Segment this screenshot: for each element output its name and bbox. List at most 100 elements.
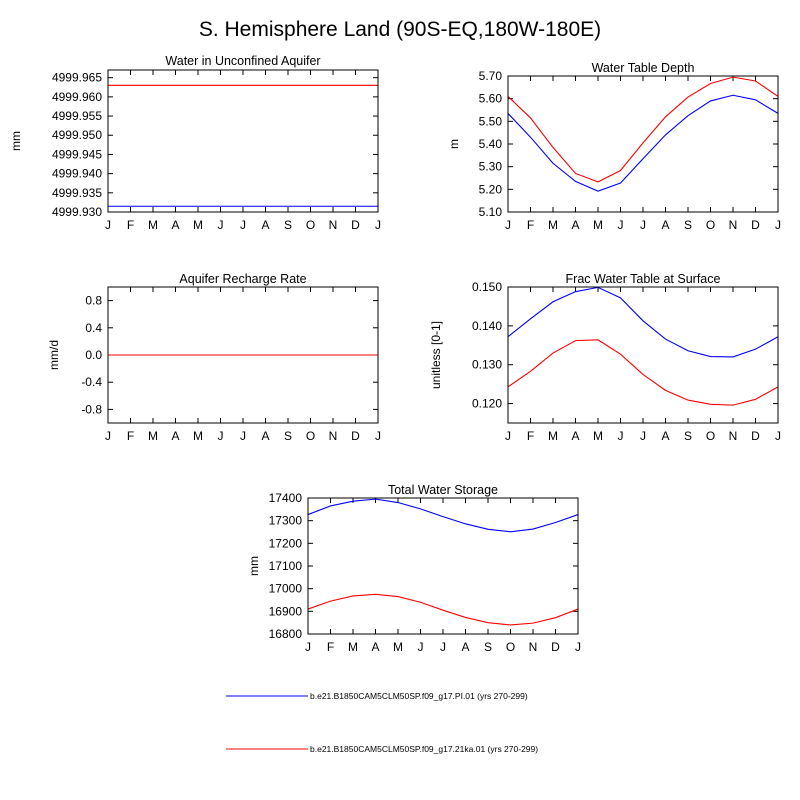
- y-axis-label: mm: [247, 556, 261, 576]
- x-tick-label: M: [593, 429, 603, 443]
- x-tick-label: J: [505, 218, 511, 232]
- x-tick-label: F: [327, 640, 334, 654]
- x-tick-label: O: [506, 640, 515, 654]
- y-tick-label: 0.0: [85, 348, 102, 362]
- y-tick-label: 0.120: [472, 397, 502, 411]
- x-tick-label: A: [661, 218, 669, 232]
- x-tick-label: J: [240, 218, 246, 232]
- x-tick-label: M: [593, 218, 603, 232]
- x-tick-label: F: [127, 429, 134, 443]
- y-tick-label: 4999.965: [52, 71, 102, 85]
- plot-frame: [107, 69, 379, 213]
- y-tick-label: -0.8: [81, 402, 102, 416]
- chart-panel-2: Water Table Depth 5.10 5.20 5.30 5.40 5.50 5.6…: [447, 61, 781, 232]
- y-tick-label: 17300: [269, 514, 303, 528]
- y-tick-label: 4999.930: [52, 205, 102, 219]
- x-tick-label: S: [284, 429, 292, 443]
- x-tick-label: N: [529, 640, 538, 654]
- x-tick-label: O: [306, 218, 315, 232]
- y-tick-label: 5.40: [479, 137, 503, 151]
- x-tick-label: J: [775, 218, 781, 232]
- x-tick-label: J: [640, 429, 646, 443]
- y-tick-label: 0.130: [472, 358, 502, 372]
- x-tick-label: M: [148, 218, 158, 232]
- x-tick-label: A: [171, 429, 179, 443]
- x-tick-label: A: [261, 429, 269, 443]
- x-tick-label: J: [575, 640, 581, 654]
- x-tick-label: N: [729, 218, 738, 232]
- x-tick-label: N: [729, 429, 738, 443]
- y-tick-label: 5.20: [479, 182, 503, 196]
- legend-label: b.e21.B1850CAM5CLM50SP.f09_g17.21ka.01 (…: [310, 744, 538, 754]
- x-tick-label: D: [751, 429, 760, 443]
- x-tick-label: D: [351, 218, 360, 232]
- y-tick-label: 17200: [269, 536, 303, 550]
- plot-frame: [307, 497, 579, 635]
- x-tick-label: J: [775, 429, 781, 443]
- x-tick-label: S: [484, 640, 492, 654]
- x-tick-label: J: [505, 429, 511, 443]
- x-tick-label: A: [571, 429, 579, 443]
- x-tick-label: N: [329, 218, 338, 232]
- x-tick-label: M: [193, 218, 203, 232]
- x-tick-label: S: [284, 218, 292, 232]
- x-tick-label: M: [393, 640, 403, 654]
- y-tick-label: 5.60: [479, 92, 503, 106]
- y-axis-label: mm/d: [47, 340, 61, 370]
- x-tick-label: M: [193, 429, 203, 443]
- y-tick-label: 4999.940: [52, 167, 102, 181]
- series-line-21ka: [307, 593, 579, 626]
- y-tick-label: 17100: [269, 559, 303, 573]
- x-tick-label: S: [684, 218, 692, 232]
- y-tick-label: 5.30: [479, 160, 503, 174]
- chart-title: Total Water Storage: [388, 483, 498, 497]
- plot-frame: [107, 286, 379, 424]
- series-line-21ka: [507, 76, 779, 183]
- x-tick-label: M: [548, 429, 558, 443]
- x-tick-label: J: [418, 640, 424, 654]
- x-tick-label: O: [706, 218, 715, 232]
- plot-frame: [507, 75, 779, 213]
- x-tick-label: J: [105, 429, 111, 443]
- y-tick-label: 0.8: [85, 294, 102, 308]
- x-tick-label: O: [306, 429, 315, 443]
- x-tick-label: D: [351, 429, 360, 443]
- chart-panels: Water in Unconfined Aquifer 4999.930 4999.…: [9, 54, 781, 654]
- x-tick-label: D: [551, 640, 560, 654]
- y-tick-label: 0.4: [85, 321, 102, 335]
- y-tick-label: 5.70: [479, 69, 503, 83]
- x-tick-label: F: [527, 429, 534, 443]
- y-tick-label: -0.4: [81, 375, 102, 389]
- y-tick-label: 5.10: [479, 205, 503, 219]
- y-tick-label: 4999.945: [52, 147, 102, 161]
- x-tick-label: M: [348, 640, 358, 654]
- x-tick-label: F: [127, 218, 134, 232]
- chart-title: Water Table Depth: [592, 61, 695, 75]
- plot-frame: [507, 286, 779, 424]
- y-tick-label: 4999.955: [52, 109, 102, 123]
- y-tick-label: 17000: [269, 582, 303, 596]
- x-tick-label: J: [618, 218, 624, 232]
- x-tick-label: J: [105, 218, 111, 232]
- x-tick-label: M: [548, 218, 558, 232]
- y-tick-label: 0.150: [472, 280, 502, 294]
- x-tick-label: J: [218, 429, 224, 443]
- series-line-pi: [507, 94, 779, 192]
- x-tick-label: J: [218, 218, 224, 232]
- chart-panel-5: Total Water Storage 16800 16900 17000 17100 1…: [247, 483, 581, 654]
- y-tick-label: 16800: [269, 627, 303, 641]
- y-tick-label: 16900: [269, 604, 303, 618]
- x-tick-label: O: [706, 429, 715, 443]
- x-tick-label: J: [375, 429, 381, 443]
- legend: b.e21.B1850CAM5CLM50SP.f09_g17.PI.01 (yr…: [226, 691, 538, 754]
- y-tick-label: 5.50: [479, 114, 503, 128]
- x-tick-label: J: [618, 429, 624, 443]
- chart-title: Frac Water Table at Surface: [566, 272, 721, 286]
- x-tick-label: A: [261, 218, 269, 232]
- y-tick-label: 4999.950: [52, 128, 102, 142]
- y-axis-label: m: [447, 139, 461, 149]
- chart-title: Water in Unconfined Aquifer: [165, 54, 320, 68]
- x-tick-label: F: [527, 218, 534, 232]
- series-line-pi: [507, 286, 779, 358]
